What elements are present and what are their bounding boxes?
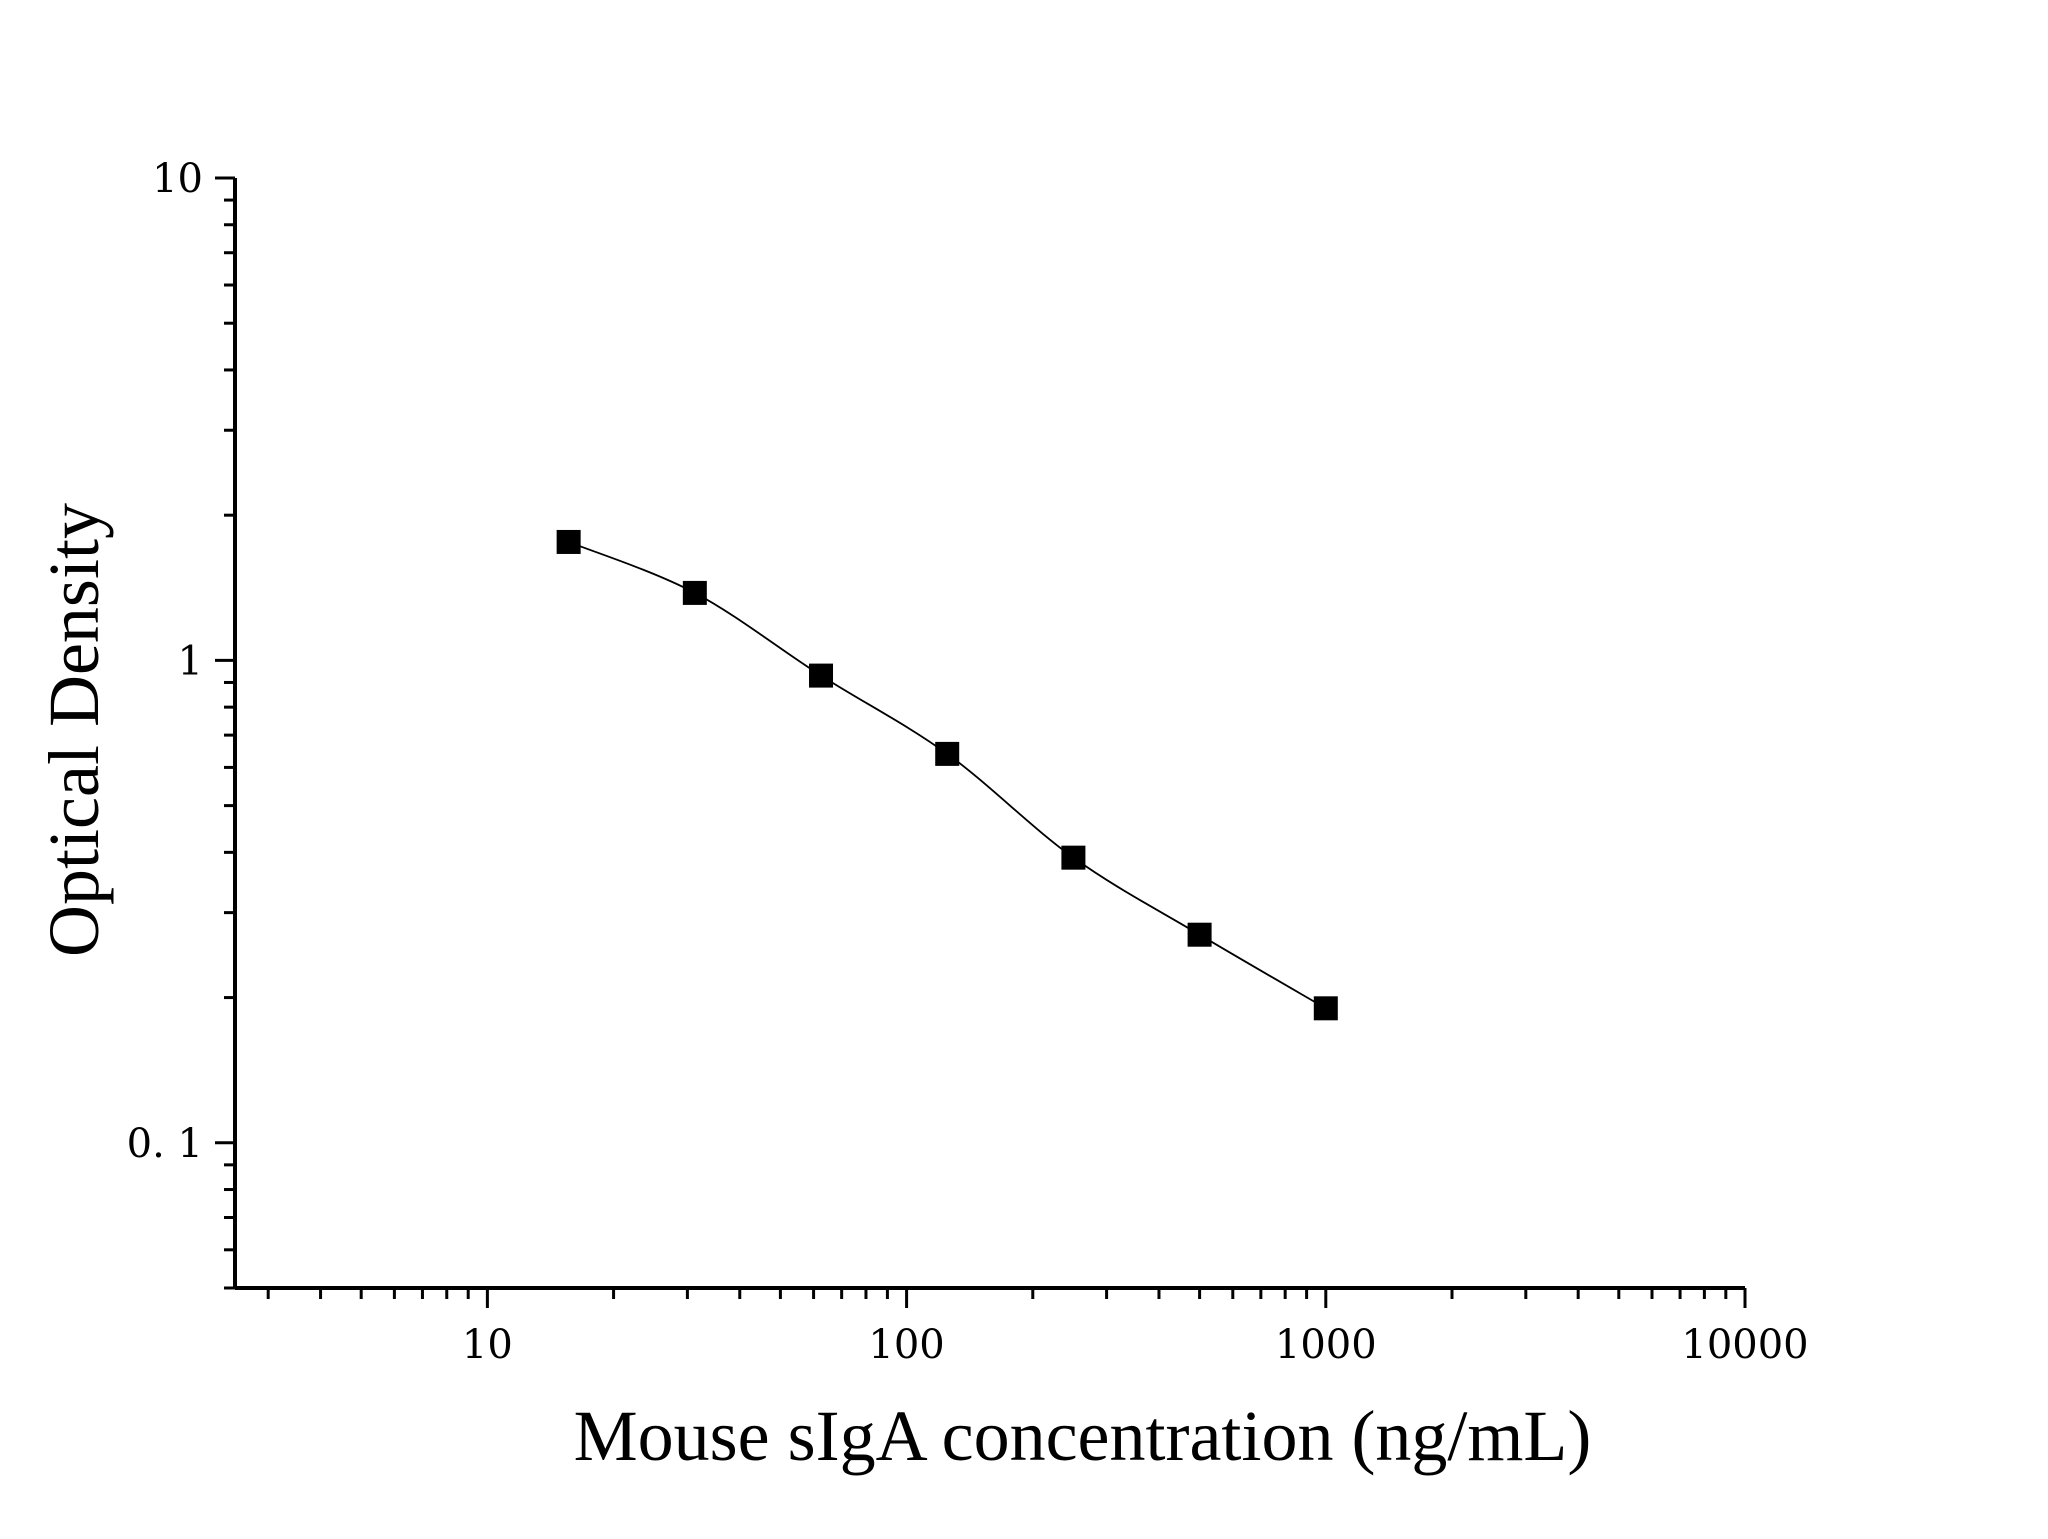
data-point xyxy=(682,580,707,605)
data-point xyxy=(1061,845,1086,870)
x-tick-label: 100 xyxy=(868,1322,944,1368)
y-tick-label: 1 xyxy=(178,638,203,684)
data-point xyxy=(556,529,581,554)
y-axis-title: Optical Density xyxy=(34,503,114,957)
fit-curve xyxy=(568,541,1327,1010)
data-point xyxy=(1187,922,1212,947)
data-points xyxy=(556,529,1338,1021)
x-tick-label: 10 xyxy=(462,1322,513,1368)
x-axis-ticks xyxy=(266,1288,1747,1308)
y-tick-label: 0. 1 xyxy=(127,1121,203,1167)
x-tick-label: 10000 xyxy=(1681,1322,1808,1368)
x-axis-title: Mouse sIgA concentration (ng/mL) xyxy=(574,1396,1592,1476)
x-tick-label: 1000 xyxy=(1275,1322,1377,1368)
y-tick-labels: 0. 1 1 10 xyxy=(127,156,203,1167)
y-tick-label: 10 xyxy=(152,156,203,202)
y-axis-ticks xyxy=(215,176,235,1290)
data-point xyxy=(935,741,960,766)
data-point xyxy=(1313,996,1338,1021)
data-point xyxy=(809,663,834,688)
x-tick-labels: 10 100 1000 10000 xyxy=(462,1322,1809,1368)
